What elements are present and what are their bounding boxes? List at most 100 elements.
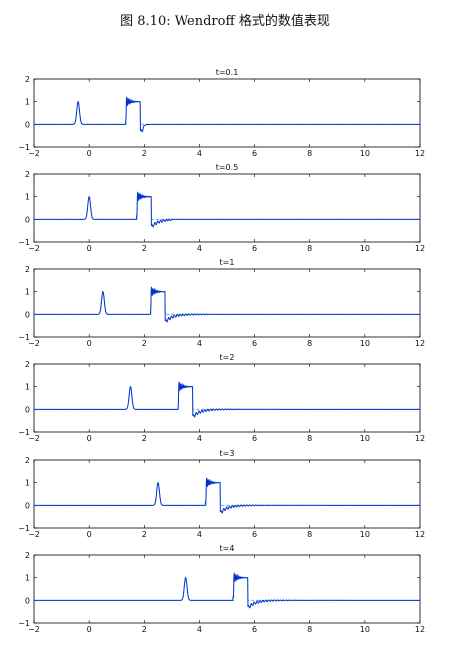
axes-box xyxy=(33,268,421,338)
subplot-title: t=2 xyxy=(220,353,235,362)
axes-box xyxy=(33,78,421,148)
numerical-solution-line xyxy=(34,572,420,609)
subplot-title: t=4 xyxy=(220,544,235,553)
x-tick-label: 8 xyxy=(307,530,312,539)
x-tick-label: 4 xyxy=(197,434,202,443)
y-tick-label: 0 xyxy=(25,120,30,129)
y-tick-label: 1 xyxy=(25,98,30,107)
x-tick-label: 8 xyxy=(307,434,312,443)
x-tick-label: 6 xyxy=(252,339,257,348)
y-tick-label: 1 xyxy=(25,383,30,392)
subplot-title: t=3 xyxy=(220,449,235,458)
x-tick-label: 2 xyxy=(142,530,147,539)
axes-box xyxy=(33,363,421,433)
x-tick-label: 6 xyxy=(252,244,257,253)
y-tick-label: 2 xyxy=(25,551,30,560)
x-tick-label: 12 xyxy=(415,244,425,253)
x-tick-label: 6 xyxy=(252,530,257,539)
y-tick-label: −1 xyxy=(18,238,30,247)
y-tick-label: −1 xyxy=(18,143,30,152)
x-tick-label: 0 xyxy=(87,339,92,348)
y-tick-label: −1 xyxy=(18,619,30,628)
x-tick-label: 2 xyxy=(142,244,147,253)
exact-solution-line xyxy=(34,576,420,601)
x-tick-label: −2 xyxy=(28,434,40,443)
y-tick-label: 1 xyxy=(25,574,30,583)
y-tick-label: −1 xyxy=(18,428,30,437)
x-tick-label: 8 xyxy=(307,625,312,634)
x-tick-label: 2 xyxy=(142,625,147,634)
numerical-solution-line xyxy=(34,381,420,418)
x-tick-label: 10 xyxy=(360,244,370,253)
axes-box xyxy=(33,173,421,243)
x-tick-label: 12 xyxy=(415,434,425,443)
y-tick-label: 2 xyxy=(25,170,30,179)
exact-solution-line xyxy=(34,481,420,506)
numerical-solution-line xyxy=(34,286,420,323)
x-tick-label: 6 xyxy=(252,149,257,158)
x-tick-label: 4 xyxy=(197,149,202,158)
exact-solution-line xyxy=(34,100,420,125)
y-tick-label: 0 xyxy=(25,215,30,224)
x-tick-label: −2 xyxy=(28,149,40,158)
x-tick-label: 6 xyxy=(252,434,257,443)
x-tick-label: 2 xyxy=(142,434,147,443)
y-tick-label: 0 xyxy=(25,501,30,510)
x-tick-label: 10 xyxy=(360,149,370,158)
y-tick-label: 2 xyxy=(25,75,30,84)
y-tick-label: 0 xyxy=(25,310,30,319)
y-tick-label: 0 xyxy=(25,596,30,605)
x-tick-label: 10 xyxy=(360,339,370,348)
x-tick-label: 4 xyxy=(197,530,202,539)
exact-solution-line xyxy=(34,290,420,315)
x-tick-label: 0 xyxy=(87,149,92,158)
subplot-title: t=0.5 xyxy=(216,163,239,172)
y-tick-label: 1 xyxy=(25,193,30,202)
x-tick-label: 12 xyxy=(415,530,425,539)
y-tick-label: −1 xyxy=(18,524,30,533)
x-tick-label: 10 xyxy=(360,625,370,634)
x-tick-label: 0 xyxy=(87,530,92,539)
x-tick-label: 6 xyxy=(252,625,257,634)
numerical-solution-line xyxy=(34,191,420,228)
x-tick-label: 0 xyxy=(87,244,92,253)
numerical-solution-line xyxy=(34,96,420,133)
exact-solution-line xyxy=(34,385,420,410)
x-tick-label: −2 xyxy=(28,625,40,634)
x-tick-label: 4 xyxy=(197,339,202,348)
x-tick-label: −2 xyxy=(28,244,40,253)
subplot-title: t=0.1 xyxy=(216,68,239,77)
x-tick-label: 8 xyxy=(307,339,312,348)
x-tick-label: 2 xyxy=(142,149,147,158)
x-tick-label: 2 xyxy=(142,339,147,348)
y-tick-label: 1 xyxy=(25,288,30,297)
x-tick-label: 8 xyxy=(307,149,312,158)
x-tick-label: 0 xyxy=(87,434,92,443)
x-tick-label: 12 xyxy=(415,339,425,348)
y-tick-label: 2 xyxy=(25,265,30,274)
x-tick-label: 4 xyxy=(197,244,202,253)
y-tick-label: −1 xyxy=(18,333,30,342)
figure-caption: 图 8.10: Wendroff 格式的数值表现 xyxy=(120,14,330,29)
x-tick-label: 10 xyxy=(360,530,370,539)
x-tick-label: 12 xyxy=(415,149,425,158)
x-tick-label: 10 xyxy=(360,434,370,443)
axes-box xyxy=(33,554,421,624)
x-tick-label: 8 xyxy=(307,244,312,253)
x-tick-label: −2 xyxy=(28,339,40,348)
x-tick-label: 0 xyxy=(87,625,92,634)
axes-box xyxy=(33,459,421,529)
x-tick-label: 4 xyxy=(197,625,202,634)
y-tick-label: 2 xyxy=(25,456,30,465)
subplot-title: t=1 xyxy=(220,258,235,267)
x-tick-label: −2 xyxy=(28,530,40,539)
y-tick-label: 0 xyxy=(25,405,30,414)
x-tick-label: 12 xyxy=(415,625,425,634)
